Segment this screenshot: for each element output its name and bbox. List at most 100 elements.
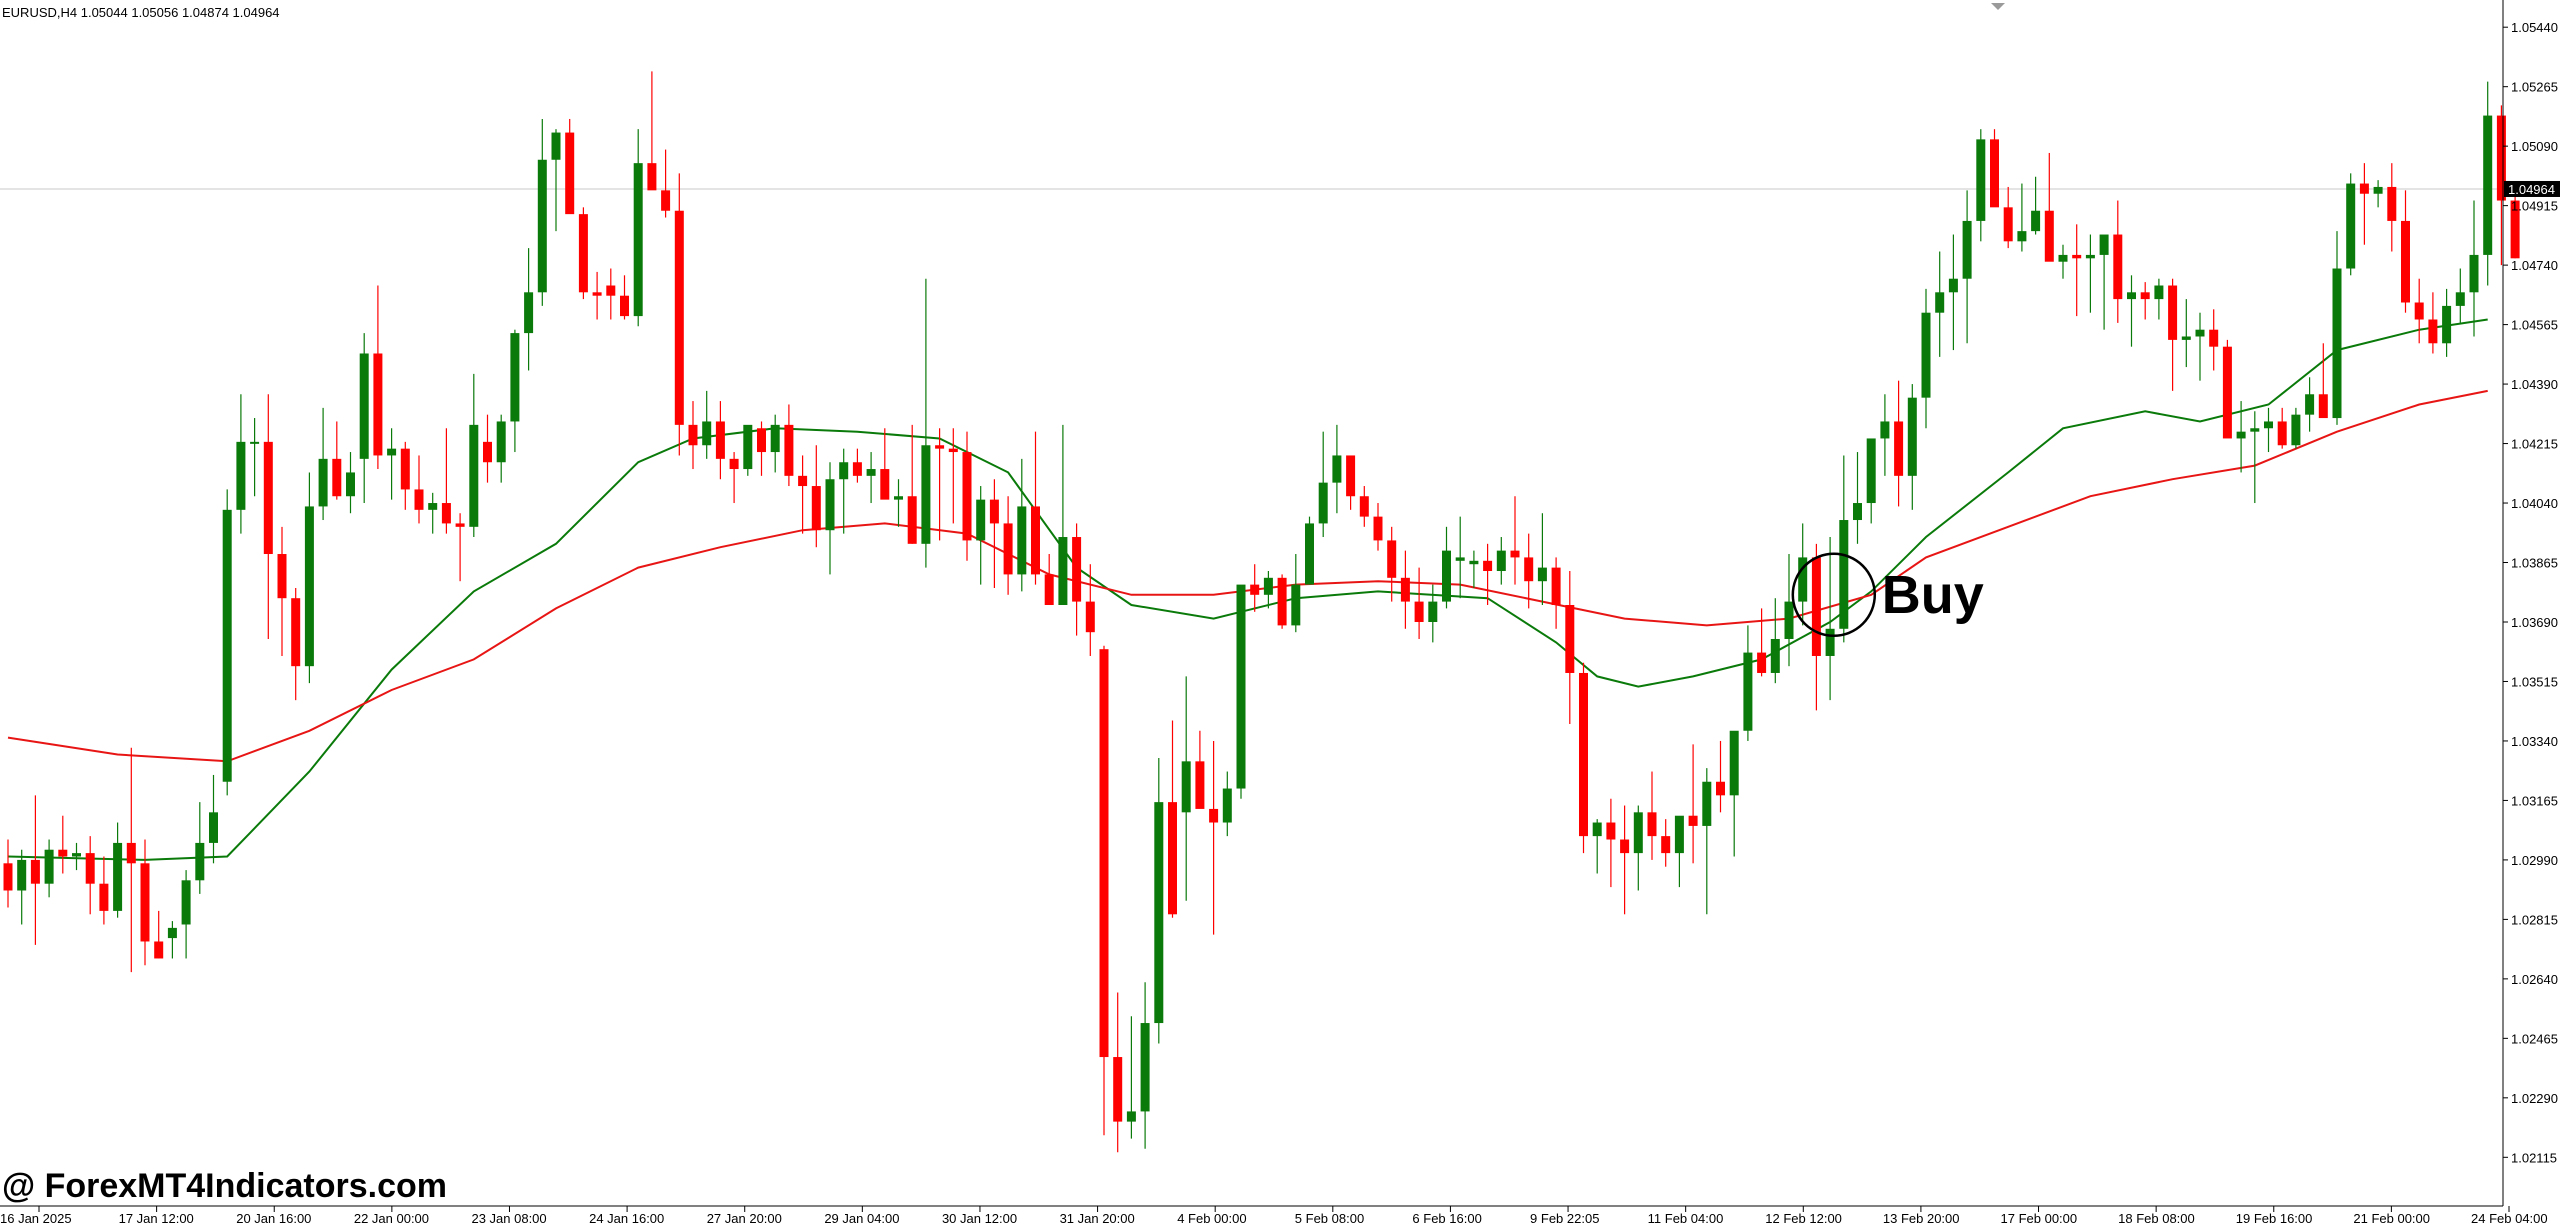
bull-candle: [1496, 550, 1506, 572]
bear-candle: [2072, 254, 2082, 259]
bull-candle: [976, 499, 986, 541]
y-tick-label: 1.03340: [2511, 734, 2558, 749]
bull-candle: [1839, 520, 1849, 629]
candles: [3, 71, 2520, 1153]
bear-candle: [30, 859, 40, 884]
bear-candle: [126, 842, 136, 864]
x-tick-label: 13 Feb 20:00: [1883, 1211, 1960, 1226]
current-price-text: 1.04964: [2508, 182, 2555, 197]
x-tick-label: 24 Feb 04:00: [2471, 1211, 2548, 1226]
bull-candle: [2031, 210, 2041, 232]
bull-candle: [1222, 788, 1232, 823]
bear-candle: [1387, 540, 1397, 578]
bear-candle: [1400, 577, 1410, 602]
bear-candle: [1031, 506, 1040, 575]
bear-candle: [1195, 761, 1205, 809]
bull-candle: [428, 503, 438, 510]
bull-candle: [2017, 231, 2027, 242]
bull-candle: [702, 421, 712, 446]
y-tick-label: 1.02290: [2511, 1091, 2558, 1106]
bear-candle: [332, 458, 342, 497]
bull-candle: [537, 159, 547, 293]
bear-candle: [414, 489, 424, 510]
y-tick-label: 1.04215: [2511, 437, 2558, 452]
bear-candle: [2359, 183, 2369, 194]
bear-candle: [565, 132, 575, 215]
bear-candle: [1688, 815, 1698, 826]
y-tick-label: 1.02990: [2511, 853, 2558, 868]
bear-candle: [1346, 455, 1356, 497]
bear-candle: [852, 462, 862, 476]
x-tick-label: 11 Feb 04:00: [1648, 1211, 1724, 1226]
y-tick-label: 1.02115: [2511, 1150, 2557, 1165]
bull-candle: [1674, 815, 1684, 854]
bear-candle: [2496, 115, 2506, 201]
bear-candle: [1661, 836, 1671, 854]
bull-candle: [181, 880, 191, 925]
bear-candle: [1990, 139, 1999, 208]
bull-candle: [2154, 285, 2164, 300]
bear-candle: [729, 458, 739, 470]
bull-candle: [2373, 186, 2383, 194]
bull-candle: [496, 421, 506, 463]
y-tick-label: 1.03515: [2511, 674, 2558, 689]
x-tick-label: 19 Feb 16:00: [2236, 1211, 2313, 1226]
x-tick-label: 12 Feb 12:00: [1765, 1211, 1842, 1226]
bear-candle: [1085, 601, 1095, 633]
y-axis-ticks: 1.05440 1.05265 1.05090 1.04915 1.04740 1.045…: [2503, 20, 2558, 1165]
bear-candle: [2003, 207, 2013, 242]
bull-candle: [195, 842, 205, 881]
bull-candle: [1866, 438, 1876, 504]
bear-candle: [1099, 649, 1109, 1058]
x-tick-label: 22 Jan 00:00: [354, 1211, 429, 1226]
bull-candle: [551, 132, 561, 160]
bear-candle: [1209, 808, 1219, 823]
bull-candle: [2483, 115, 2493, 255]
bear-candle: [674, 210, 684, 425]
bull-candle: [1743, 652, 1753, 731]
bull-candle: [1455, 557, 1465, 561]
bear-candle: [620, 295, 629, 317]
bear-candle: [1524, 557, 1534, 582]
x-tick-label: 6 Feb 16:00: [1412, 1211, 1481, 1226]
bull-candle: [72, 853, 81, 857]
x-tick-label: 18 Feb 08:00: [2118, 1211, 2195, 1226]
y-tick-label: 1.03165: [2511, 793, 2558, 808]
bear-candle: [1277, 577, 1287, 626]
bear-candle: [798, 475, 808, 487]
bear-candle: [962, 452, 972, 541]
bear-candle: [1072, 537, 1082, 602]
bear-candle: [3, 863, 13, 891]
bear-candle: [1414, 601, 1424, 622]
shift-marker-icon[interactable]: [1991, 3, 2005, 10]
bear-candle: [2222, 346, 2232, 439]
bull-candle: [1825, 628, 1835, 656]
bear-candle: [1113, 1057, 1123, 1122]
bull-candle: [921, 445, 931, 544]
bull-candle: [839, 462, 849, 480]
bear-candle: [2318, 394, 2328, 419]
bull-candle: [510, 333, 520, 422]
bear-candle: [757, 428, 766, 453]
bull-candle: [2236, 431, 2246, 439]
bull-candle: [1935, 292, 1945, 313]
bear-candle: [907, 496, 917, 544]
x-tick-label: 23 Jan 08:00: [471, 1211, 546, 1226]
bear-candle: [1510, 550, 1520, 558]
bull-candle: [1702, 781, 1712, 826]
bull-candle: [387, 448, 397, 456]
bull-candle: [1948, 278, 1958, 293]
bear-candle: [154, 941, 164, 959]
bull-candle: [1784, 601, 1794, 639]
bull-candle: [2469, 254, 2479, 293]
bull-candle: [1537, 567, 1547, 582]
bull-candle: [1880, 421, 1890, 439]
bull-candle: [2264, 421, 2273, 429]
bear-candle: [1359, 496, 1369, 517]
bull-candle: [304, 506, 314, 667]
bull-candle: [250, 441, 260, 444]
bull-candle: [1332, 455, 1342, 483]
bull-candle: [825, 479, 835, 531]
bull-candle: [866, 469, 876, 476]
